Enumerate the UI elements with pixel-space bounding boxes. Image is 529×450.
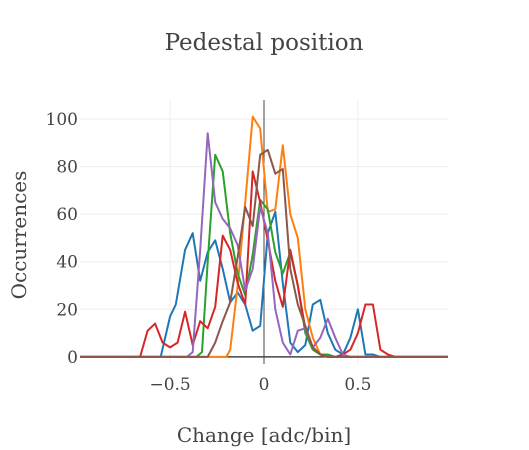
y-tick-label: 0 — [67, 348, 78, 368]
y-tick-label: 20 — [56, 300, 78, 320]
y-tick-label: 60 — [56, 205, 78, 225]
series-line-6 — [80, 148, 448, 358]
chart-title: Pedestal position — [165, 30, 364, 56]
x-tick-label: 0 — [259, 375, 270, 395]
y-tick-label: 40 — [56, 253, 78, 273]
y-tick-label: 100 — [46, 110, 78, 130]
y-axis-label: Occurrences — [7, 171, 31, 300]
x-tick-label: 0.5 — [344, 375, 371, 395]
x-tick-labels: −0.5 0 0.5 — [149, 375, 371, 395]
x-tick-label: −0.5 — [149, 375, 190, 395]
series-layer — [80, 115, 448, 358]
x-axis-label: Change [adc/bin] — [177, 423, 351, 447]
series-line-5 — [80, 132, 448, 358]
y-tick-labels: 0 20 40 60 80 100 — [46, 110, 78, 368]
zero-lines — [80, 100, 448, 364]
series-line-1 — [80, 210, 448, 358]
y-tick-label: 80 — [56, 158, 78, 178]
